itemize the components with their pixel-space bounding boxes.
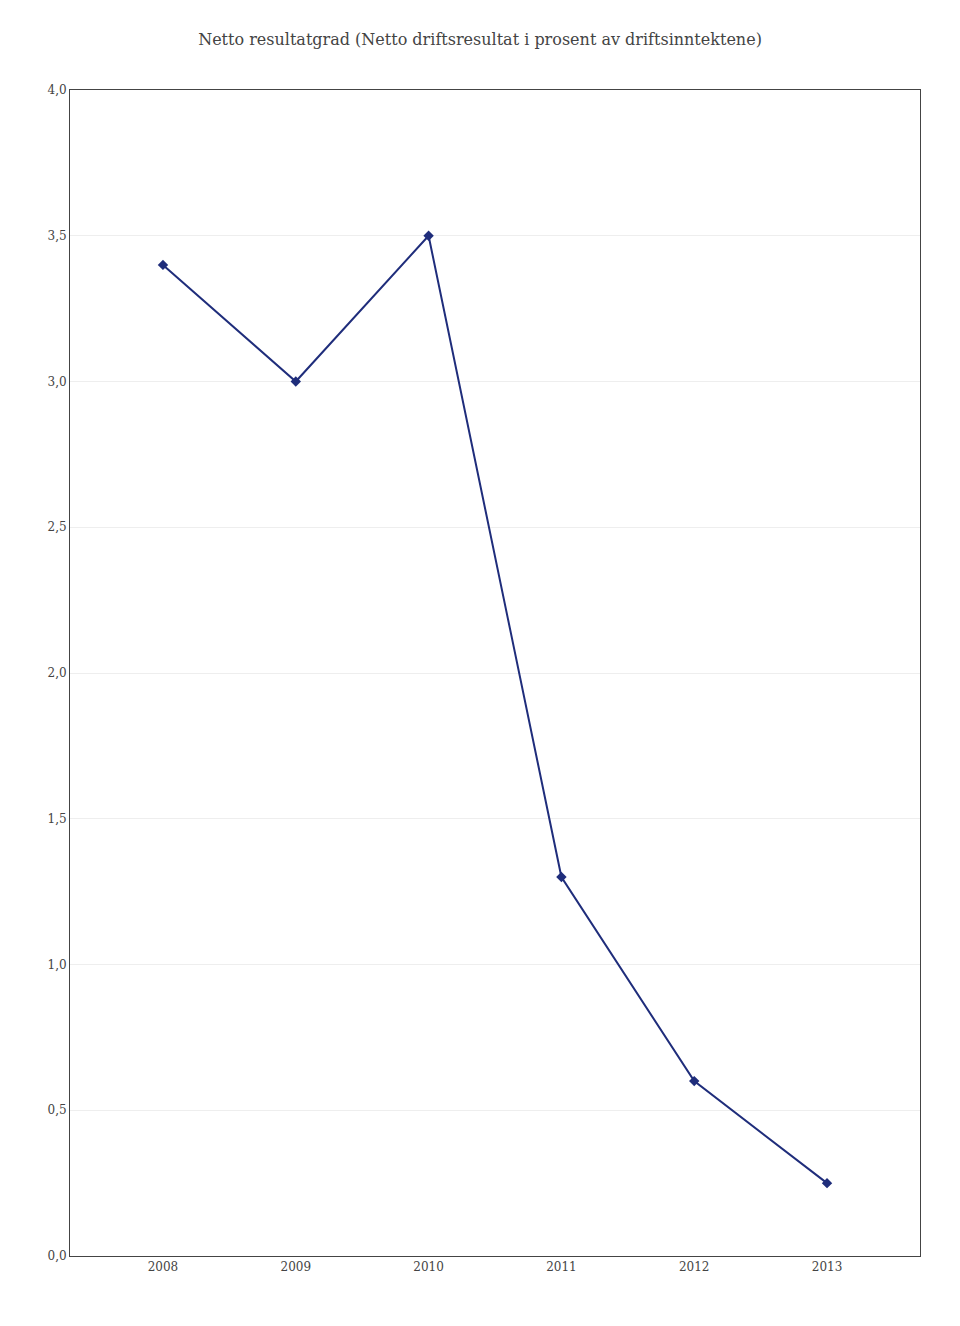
svg-text:0,5: 0,5 (48, 1103, 67, 1117)
svg-text:2,0: 2,0 (48, 666, 67, 680)
svg-text:3,0: 3,0 (48, 375, 67, 389)
svg-text:Netto resultatgrad (Netto drif: Netto resultatgrad (Netto driftsresultat… (198, 30, 762, 49)
svg-text:2008: 2008 (148, 1260, 179, 1274)
svg-text:0,0: 0,0 (48, 1249, 67, 1263)
svg-text:4,0: 4,0 (48, 83, 67, 97)
svg-text:2009: 2009 (281, 1260, 312, 1274)
svg-text:3,5: 3,5 (48, 229, 67, 243)
svg-text:2012: 2012 (679, 1260, 710, 1274)
svg-text:2013: 2013 (812, 1260, 843, 1274)
svg-text:2,5: 2,5 (48, 520, 67, 534)
svg-text:2011: 2011 (546, 1260, 577, 1274)
svg-text:1,5: 1,5 (48, 812, 67, 826)
svg-text:2010: 2010 (413, 1260, 444, 1274)
svg-text:1,0: 1,0 (48, 958, 67, 972)
